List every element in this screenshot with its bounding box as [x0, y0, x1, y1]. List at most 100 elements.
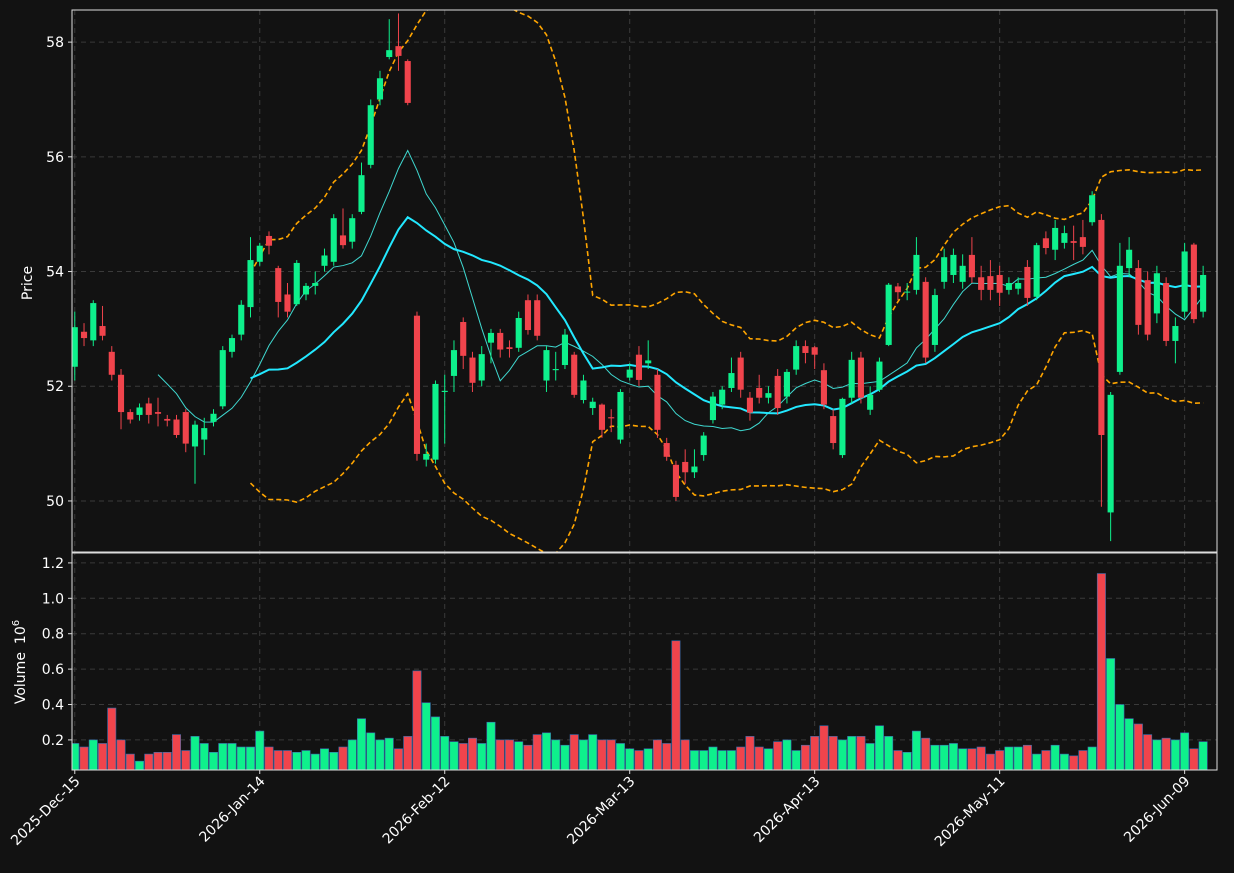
candle-body [691, 466, 698, 473]
candle-body [552, 369, 559, 371]
candle-body [635, 354, 643, 380]
volume-bar [902, 752, 912, 770]
candle-body [210, 413, 217, 422]
volume-bar [98, 743, 107, 770]
y2-tick-label: 1.2 [42, 556, 64, 572]
candle-body [1098, 219, 1105, 435]
candle-body [950, 254, 957, 275]
volume-bar [320, 748, 329, 770]
volume-bar [1143, 734, 1153, 770]
y-tick-label: 56 [46, 150, 64, 166]
candle-body [765, 393, 772, 398]
candle-body [774, 375, 781, 409]
volume-bar [1133, 723, 1143, 770]
candle-body [848, 359, 855, 398]
volume-bar [1189, 748, 1199, 770]
volume-bar [1106, 658, 1116, 770]
volume-bar [72, 743, 80, 770]
y2-tick-label: 0.4 [42, 698, 64, 714]
candle-body [182, 412, 189, 444]
volume-bar [597, 739, 607, 770]
volume-bar [578, 739, 588, 770]
volume-bar [357, 718, 366, 770]
volume-bar [588, 734, 598, 770]
volume-bar [726, 750, 736, 770]
candle-body [302, 285, 310, 295]
candle-body [413, 315, 421, 454]
volume-bar [190, 736, 200, 770]
candle-body [423, 453, 430, 460]
candle-body [598, 404, 606, 430]
volume-bar [199, 743, 209, 770]
volume-bar [144, 753, 154, 770]
candle-body [941, 257, 948, 282]
volume-bar [79, 746, 89, 770]
candle-body [136, 407, 143, 415]
volume-bar [939, 744, 949, 770]
volume-bar [560, 744, 570, 770]
volume-bar [486, 721, 496, 770]
candle-body [487, 332, 495, 343]
volume-bar [421, 702, 431, 770]
candle-body [1061, 233, 1068, 243]
candle-body [284, 294, 291, 312]
volume-bar [828, 736, 838, 770]
volume-bar [967, 748, 977, 770]
candle-body [996, 274, 1003, 293]
candle-body [247, 260, 254, 308]
candle-body [127, 412, 134, 420]
y-tick-label: 58 [46, 35, 64, 51]
candle-body [1144, 280, 1151, 335]
candle-body [626, 369, 633, 378]
volume-bar [338, 746, 348, 770]
candle-body [728, 373, 735, 388]
volume-bar [708, 746, 718, 770]
candle-body [876, 361, 883, 390]
volume-bar [606, 739, 616, 770]
candle-body [746, 397, 753, 413]
candle-body [201, 428, 208, 440]
volume-bar [1050, 744, 1060, 770]
candle-body [376, 78, 384, 100]
volume-bar [1170, 739, 1180, 770]
candle-body [339, 235, 347, 246]
y2-tick-label: 0.2 [42, 733, 64, 749]
volume-bar [218, 743, 228, 770]
candle-body [608, 417, 615, 419]
candle-body [793, 346, 800, 370]
volume-bar [1115, 704, 1125, 770]
candle-body [312, 283, 319, 286]
volume-bar [782, 739, 792, 770]
volume-bar [135, 760, 144, 770]
volume-bar [754, 746, 764, 770]
volume-bar [431, 716, 440, 770]
volume-bar [532, 734, 542, 770]
volume-scale-base: 10 [13, 626, 29, 644]
candle-body [839, 398, 846, 456]
candle-body [589, 401, 596, 409]
volume-bar [976, 746, 986, 770]
candle-body [968, 254, 975, 278]
candle-body [1033, 245, 1040, 297]
candle-body [432, 383, 439, 460]
volume-bar [1198, 741, 1208, 770]
volume-scale-exponent: 6 [11, 620, 22, 626]
volume-bar [255, 730, 265, 770]
volume-bar [800, 744, 810, 770]
volume-bar [310, 753, 320, 770]
candle-body [978, 277, 985, 290]
y-tick-label: 54 [46, 265, 64, 281]
candle-body [922, 281, 929, 358]
volume-bar [384, 737, 394, 770]
y-tick-label: 50 [46, 494, 64, 510]
volume-bar [403, 736, 413, 770]
bollinger-lower [249, 329, 1204, 552]
volume-bar [699, 750, 709, 770]
volume-bar [292, 752, 302, 770]
candle-body [256, 245, 263, 262]
volume-bar [911, 730, 921, 770]
price-panel [72, 10, 1207, 552]
volume-bar [921, 737, 931, 770]
candle-body [830, 416, 837, 444]
